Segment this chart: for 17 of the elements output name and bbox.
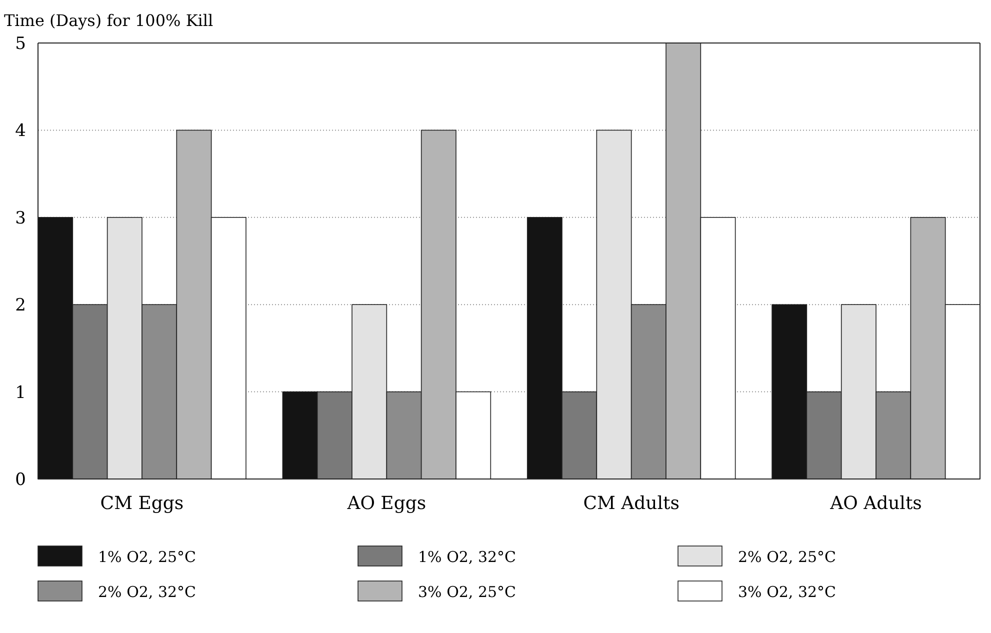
y-tick-label: 3 <box>15 208 26 228</box>
y-axis-title: Time (Days) for 100% Kill <box>4 11 214 30</box>
legend-label: 2% O2, 32°C <box>98 583 196 601</box>
x-tick-label: AO Eggs <box>346 493 426 514</box>
x-tick-label: CM Eggs <box>100 493 184 514</box>
legend-label: 1% O2, 25°C <box>98 548 196 566</box>
legend-label: 2% O2, 25°C <box>738 548 836 566</box>
y-tick-label: 4 <box>15 121 26 142</box>
x-tick-label: AO Adults <box>829 493 922 514</box>
y-tick-label: 5 <box>15 34 26 54</box>
y-tick-label: 0 <box>15 470 26 490</box>
y-tick-label: 2 <box>15 296 26 316</box>
legend-label: 3% O2, 32°C <box>738 583 836 601</box>
y-tick-label: 1 <box>15 382 26 403</box>
legend-label: 1% O2, 32°C <box>418 548 516 566</box>
legend-label: 3% O2, 25°C <box>418 583 516 601</box>
x-tick-label: CM Adults <box>583 493 680 514</box>
